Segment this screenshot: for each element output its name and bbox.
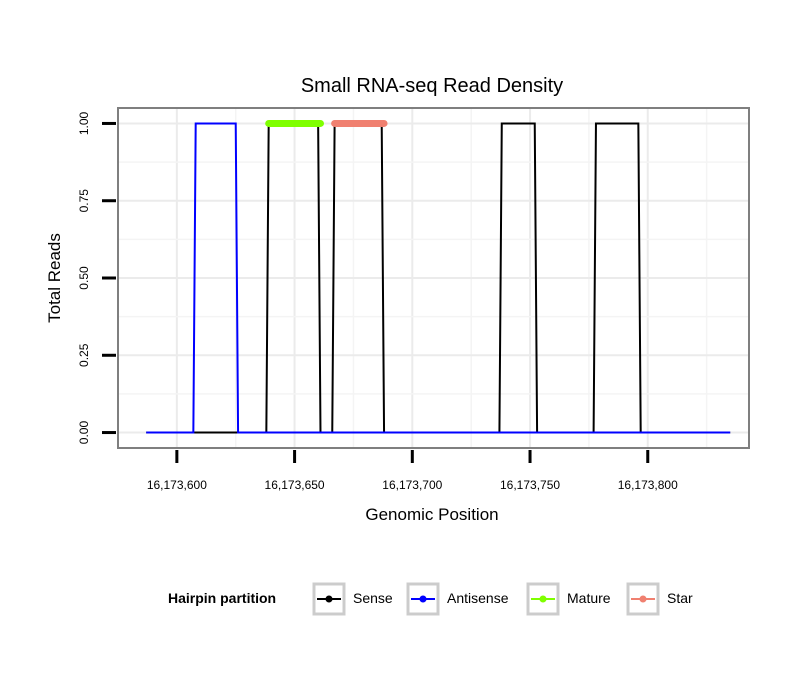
y-tick-label: 1.00 <box>77 111 91 135</box>
legend-item-star: Star <box>626 582 693 616</box>
x-tick-label: 16,173,800 <box>618 478 678 492</box>
legend-key-point <box>639 595 647 603</box>
legend-item-mature: Mature <box>526 582 611 616</box>
grid-lines <box>118 108 749 448</box>
y-tick-label: 0.25 <box>77 343 91 367</box>
plot-panel <box>117 107 750 449</box>
y-axis-title: Total Reads <box>45 233 64 323</box>
x-tick-label: 16,173,750 <box>500 478 560 492</box>
legend-item-sense: Sense <box>312 582 393 616</box>
x-axis: 16,173,600 16,173,650 16,173,700 16,173,750… <box>147 450 678 492</box>
legend-label: Mature <box>567 590 611 606</box>
legend-item-antisense: Antisense <box>406 582 509 616</box>
legend: Sense Antisense Mature Star <box>312 582 693 616</box>
legend-key-point <box>539 595 547 603</box>
series-lines <box>146 119 731 434</box>
y-tick-label: 0.00 <box>77 421 91 445</box>
legend-label: Sense <box>353 590 393 606</box>
legend-key-point <box>419 595 427 603</box>
x-tick-label: 16,173,600 <box>147 478 207 492</box>
y-tick-label: 0.75 <box>77 189 91 213</box>
y-tick-label: 0.50 <box>77 266 91 290</box>
series-line-antisense <box>146 122 731 434</box>
legend-title: Hairpin partition <box>168 590 276 606</box>
y-axis: 0.00 0.25 0.50 0.75 1.00 <box>77 111 116 444</box>
x-axis-title: Genomic Position <box>365 505 498 524</box>
legend-key-point <box>325 595 333 603</box>
x-tick-label: 16,173,650 <box>265 478 325 492</box>
chart-title: Small RNA-seq Read Density <box>301 75 563 97</box>
legend-label: Star <box>667 590 693 606</box>
legend-label: Antisense <box>447 590 509 606</box>
x-tick-label: 16,173,700 <box>382 478 442 492</box>
